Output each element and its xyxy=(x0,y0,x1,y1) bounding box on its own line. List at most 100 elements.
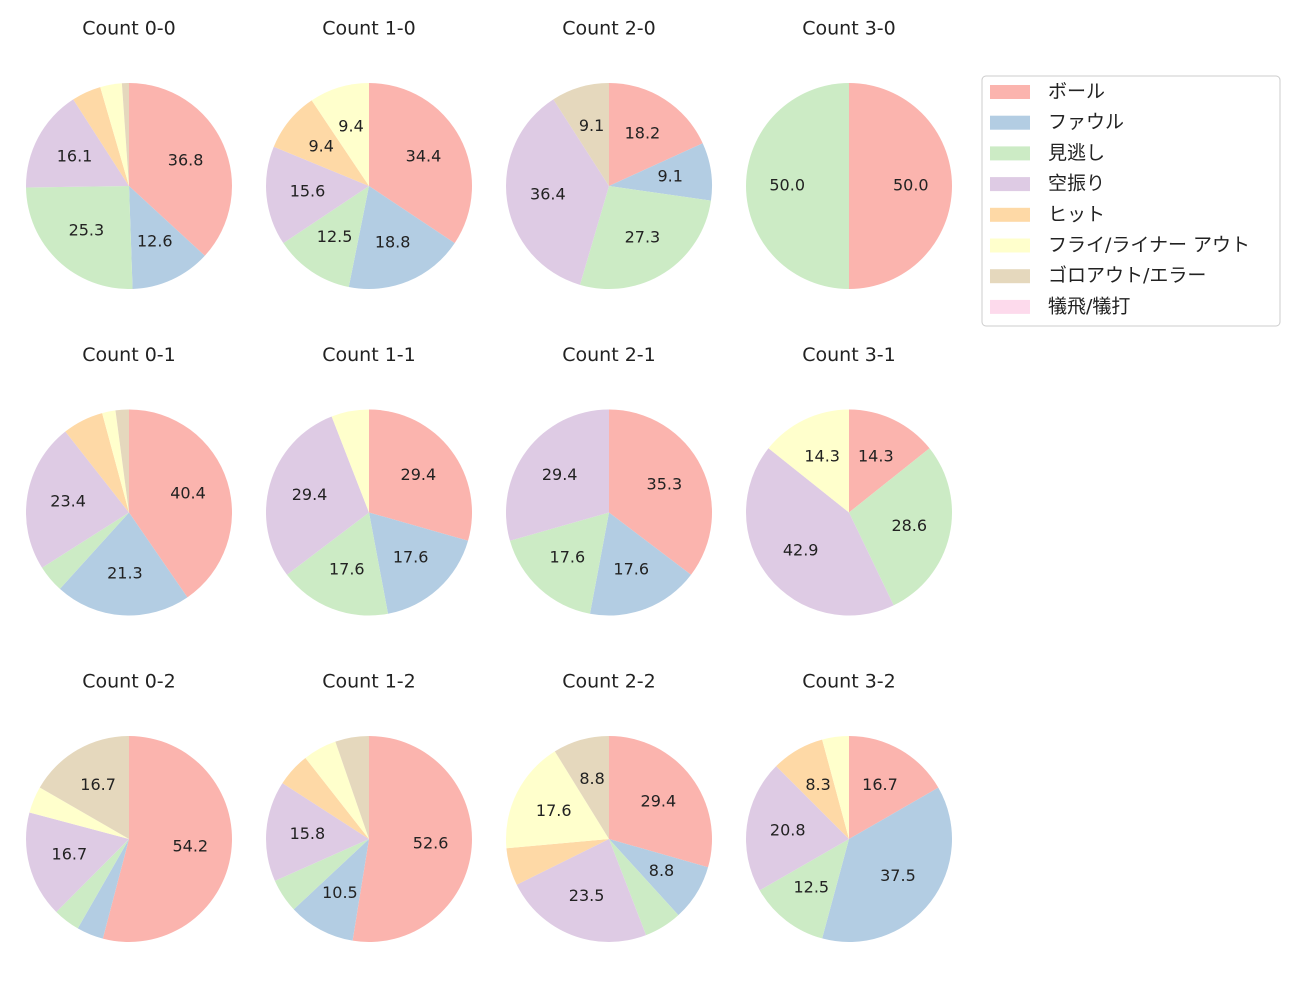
pie-slice xyxy=(129,409,232,598)
slice-label: 17.6 xyxy=(613,560,649,579)
legend-label: ヒット xyxy=(1048,203,1105,225)
pie-slice xyxy=(369,409,473,541)
pie-slice xyxy=(822,736,849,839)
slice-label: 15.8 xyxy=(290,824,326,843)
slice-label: 9.4 xyxy=(338,116,363,135)
pie-slice xyxy=(369,512,469,614)
legend-swatch xyxy=(990,207,1030,222)
pie-slice xyxy=(293,839,369,941)
slice-label: 29.4 xyxy=(542,465,578,484)
pie-slice xyxy=(282,757,369,839)
slice-label: 36.8 xyxy=(168,151,204,170)
pie-slice xyxy=(121,83,129,186)
slice-label: 9.4 xyxy=(308,136,333,155)
pie-slice xyxy=(506,839,609,885)
pie-slice xyxy=(589,512,692,616)
legend-swatch xyxy=(990,238,1030,253)
slice-label: 25.3 xyxy=(69,220,105,239)
pie-slice xyxy=(348,186,455,289)
pie-slice xyxy=(516,839,647,943)
pie-title: Count 3-1 xyxy=(802,344,896,366)
slice-label: 27.3 xyxy=(625,227,661,246)
pie-slice xyxy=(26,186,133,289)
slice-label: 23.4 xyxy=(50,492,86,511)
slice-label: 18.2 xyxy=(625,124,661,143)
pie-slice xyxy=(311,83,369,186)
pie-title: Count 1-1 xyxy=(322,344,416,366)
pie-slice xyxy=(335,736,369,839)
pie-slice xyxy=(759,839,849,939)
pie-title: Count 0-2 xyxy=(82,671,176,693)
pie-slice xyxy=(822,787,952,942)
legend-label: 空振り xyxy=(1048,173,1105,195)
pie-slice xyxy=(129,186,205,289)
slice-label: 16.1 xyxy=(57,146,93,165)
pie-slice xyxy=(283,186,369,287)
legend-swatch xyxy=(990,299,1030,314)
slice-label: 29.4 xyxy=(292,485,328,504)
pie-slice xyxy=(746,766,849,891)
slice-label: 20.8 xyxy=(770,820,806,839)
pie-slice xyxy=(100,83,129,186)
pie-slice xyxy=(579,186,711,289)
slice-label: 42.9 xyxy=(783,541,819,560)
pie-slice xyxy=(849,448,953,606)
slice-label: 12.5 xyxy=(317,227,353,246)
legend-label: ファウル xyxy=(1048,111,1124,133)
pie-slice xyxy=(609,839,709,916)
pie-title: Count 2-1 xyxy=(562,344,656,366)
slice-label: 37.5 xyxy=(880,866,916,885)
pie-slice xyxy=(42,512,129,589)
pie-slice xyxy=(849,83,952,289)
slice-label: 12.5 xyxy=(793,877,829,896)
slice-label: 50.0 xyxy=(893,176,929,195)
pie-slice xyxy=(266,416,369,575)
pie-slice xyxy=(506,751,609,849)
pie-slice xyxy=(609,736,713,868)
pie-title: Count 2-2 xyxy=(562,671,656,693)
legend-label: ゴロアウト/エラー xyxy=(1048,265,1206,287)
pie-slice xyxy=(129,83,232,256)
slice-label: 8.8 xyxy=(579,769,604,788)
slice-label: 52.6 xyxy=(413,833,449,852)
slice-label: 29.4 xyxy=(641,791,677,810)
slice-label: 21.3 xyxy=(107,564,143,583)
slice-label: 9.1 xyxy=(657,167,682,186)
pie-slice xyxy=(305,741,369,839)
pie-title: Count 3-2 xyxy=(802,671,896,693)
pie-slice xyxy=(56,839,129,929)
legend-swatch xyxy=(990,115,1030,130)
pie-slice xyxy=(77,839,129,939)
pie-slice xyxy=(554,736,609,839)
pie-slice xyxy=(29,787,129,839)
slice-label: 29.4 xyxy=(401,465,437,484)
pie-slice xyxy=(274,839,369,910)
pie-slice xyxy=(115,409,129,513)
pie-slice xyxy=(609,839,679,936)
pie-slice xyxy=(609,143,712,201)
pie-slice xyxy=(102,410,129,513)
pie-slice xyxy=(553,99,609,186)
legend-swatch xyxy=(990,177,1030,192)
pie-slice xyxy=(65,413,129,513)
pie-slice xyxy=(746,83,849,289)
pie-slice xyxy=(506,99,609,285)
pie-slice xyxy=(273,100,369,186)
slice-label: 16.7 xyxy=(80,775,116,794)
pie-slice xyxy=(609,409,712,575)
legend-label: ボール xyxy=(1048,81,1105,103)
pie-slice xyxy=(849,736,939,839)
slice-label: 17.6 xyxy=(550,548,586,567)
pie-slice xyxy=(266,783,369,881)
slice-label: 36.4 xyxy=(530,184,566,203)
pie-title: Count 0-1 xyxy=(82,344,176,366)
slice-label: 16.7 xyxy=(52,845,88,864)
pie-title: Count 1-0 xyxy=(322,18,416,40)
legend-label: 犠飛/犠打 xyxy=(1048,295,1130,317)
pie-slice xyxy=(609,83,703,186)
pie-title: Count 0-0 xyxy=(82,18,176,40)
pie-slice xyxy=(25,812,129,912)
pie-slice xyxy=(776,739,849,839)
slice-label: 14.3 xyxy=(804,446,840,465)
